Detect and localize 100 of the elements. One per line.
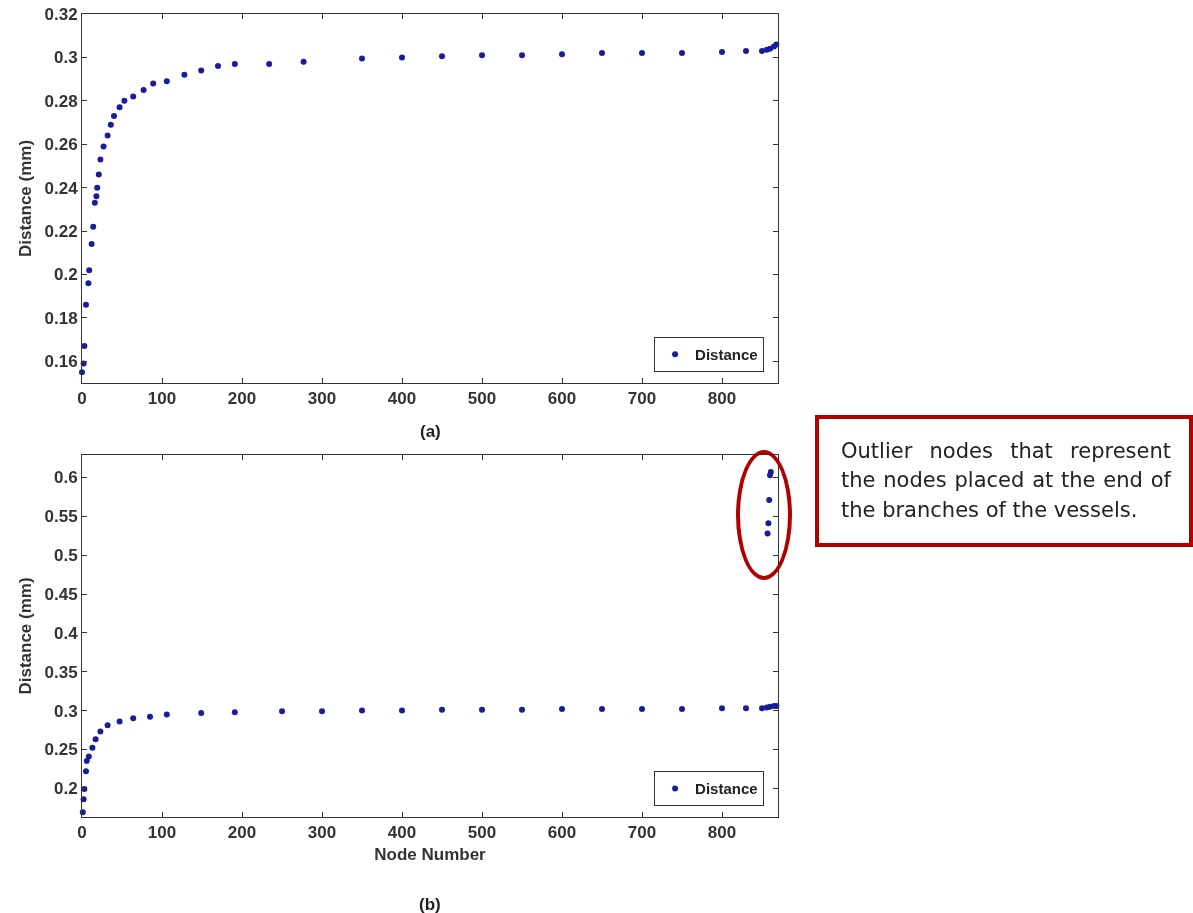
- point: [519, 52, 525, 59]
- point: [215, 63, 221, 70]
- point: [97, 156, 104, 163]
- x-tick-label: 600: [547, 823, 577, 843]
- y-tick-label: 0.3: [53, 48, 78, 68]
- y-tick-label: 0.26: [44, 135, 78, 155]
- point: [91, 199, 98, 206]
- point: [765, 520, 772, 527]
- point: [130, 715, 137, 722]
- point: [121, 97, 128, 104]
- point: [231, 60, 238, 67]
- x-tick-label: 0: [77, 389, 87, 409]
- point: [83, 768, 89, 775]
- x-tick-label: 100: [147, 823, 177, 843]
- x-tick-label: 700: [627, 823, 657, 843]
- point: [181, 71, 188, 78]
- point: [519, 706, 525, 713]
- point: [399, 54, 405, 61]
- point: [116, 718, 123, 725]
- point: [85, 753, 92, 760]
- point: [107, 121, 114, 128]
- point: [639, 50, 645, 57]
- point: [150, 80, 157, 87]
- x-tick-label: 100: [147, 389, 177, 409]
- point: [116, 104, 123, 111]
- y-tick-label: 0.6: [53, 468, 78, 488]
- x-axis-title: Node Number: [374, 844, 487, 864]
- point: [89, 744, 96, 751]
- point: [231, 709, 238, 716]
- x-tick-label: 400: [387, 389, 417, 409]
- point: [719, 48, 725, 55]
- point: [147, 713, 153, 720]
- point: [599, 706, 605, 713]
- y-tick-label: 0.4: [53, 623, 79, 643]
- point: [559, 706, 565, 713]
- x-tick-label: 400: [387, 823, 417, 843]
- point: [767, 45, 773, 52]
- x-tick-label: 600: [547, 389, 577, 409]
- x-tick-label: 0: [77, 823, 87, 843]
- point: [130, 93, 137, 100]
- point: [163, 78, 170, 85]
- text: (b): [419, 895, 441, 913]
- legend-label: Distance: [695, 346, 758, 364]
- point: [85, 280, 92, 287]
- y-tick-label: 0.18: [44, 308, 78, 328]
- point: [97, 728, 104, 735]
- point: [81, 343, 88, 350]
- point: [759, 47, 765, 54]
- x-tick-label: 300: [307, 823, 337, 843]
- point: [300, 58, 307, 65]
- y-tick-label: 0.5: [53, 546, 78, 566]
- point: [439, 53, 445, 60]
- y-tick-label: 0.2: [53, 779, 78, 799]
- point: [88, 241, 95, 248]
- point: [198, 67, 205, 74]
- x-tick-label: 500: [467, 823, 497, 843]
- point: [266, 60, 273, 67]
- point: [92, 736, 99, 743]
- y-tick-label: 0.55: [44, 507, 78, 527]
- point: [399, 707, 405, 714]
- point: [93, 193, 100, 200]
- point: [279, 708, 285, 715]
- point: [111, 113, 117, 120]
- point: [95, 171, 102, 178]
- point: [559, 51, 565, 58]
- y-tick-label: 0.32: [44, 4, 78, 24]
- y-tick-label: 0.35: [44, 662, 78, 682]
- point: [359, 707, 365, 714]
- y-tick-label: 0.22: [44, 222, 78, 242]
- point: [766, 497, 773, 504]
- y-tick-label: 0.16: [44, 352, 78, 372]
- point: [104, 722, 111, 729]
- point: [359, 55, 365, 62]
- point: [83, 758, 90, 765]
- point: [100, 143, 107, 150]
- point: [163, 711, 170, 718]
- point: [719, 705, 725, 712]
- x-tick-label: 300: [307, 389, 337, 409]
- point: [90, 223, 97, 230]
- point: [140, 86, 147, 93]
- x-tick-label: 800: [707, 823, 737, 843]
- point: [639, 706, 645, 713]
- point: [679, 50, 685, 57]
- point: [599, 50, 605, 57]
- text: Outlier nodes that represent the nodes placed at the end of the branches of the vessels.: [815, 415, 1193, 548]
- point: [319, 708, 325, 715]
- y-axis-title: Distance (mm): [16, 139, 36, 258]
- point: [79, 369, 85, 376]
- text: (a): [420, 422, 441, 441]
- point: [479, 706, 485, 713]
- x-tick-label: 200: [227, 823, 257, 843]
- point: [198, 709, 205, 716]
- x-tick-label: 800: [707, 389, 737, 409]
- y-tick-label: 0.28: [44, 91, 78, 111]
- point: [743, 47, 749, 54]
- point: [679, 706, 685, 713]
- point: [759, 705, 765, 712]
- y-tick-label: 0.45: [44, 585, 78, 604]
- y-tick-label: 0.24: [44, 178, 79, 198]
- x-tick-label: 200: [227, 389, 257, 409]
